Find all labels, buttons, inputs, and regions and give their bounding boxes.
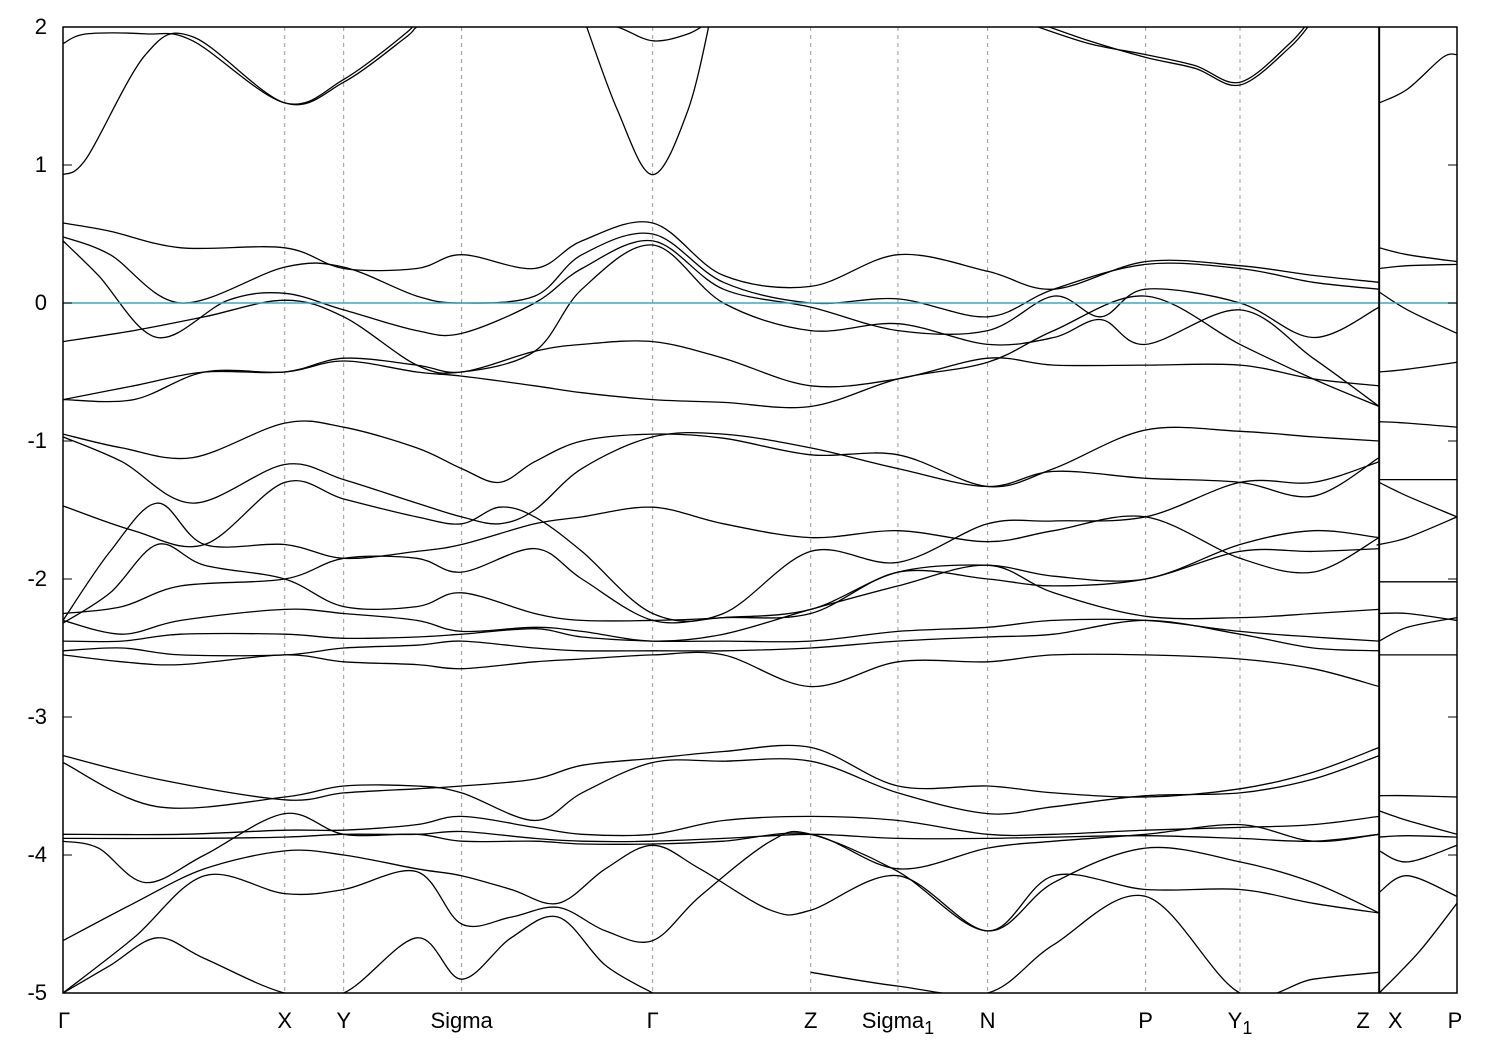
y-axis-ticks: 2 1 0 -1 -2 -3 -4 -5 bbox=[27, 14, 1457, 1005]
band-line bbox=[1376, 516, 1457, 546]
x-tick-label: Z bbox=[804, 1008, 817, 1033]
band-line bbox=[63, 431, 1380, 525]
band-line bbox=[614, 27, 703, 42]
x-tick-label: Y bbox=[336, 1008, 351, 1033]
band-line bbox=[63, 844, 1380, 942]
band-line bbox=[1378, 291, 1457, 334]
y-tick-label: 0 bbox=[35, 290, 47, 315]
band-line bbox=[1379, 612, 1457, 622]
band-line bbox=[63, 564, 1380, 642]
x-tick-label: Γ bbox=[58, 1008, 70, 1033]
x-tick-label: Γ bbox=[647, 1008, 659, 1033]
band-line bbox=[63, 619, 1380, 657]
band-line bbox=[63, 651, 1380, 688]
y-tick-label: -4 bbox=[27, 842, 47, 867]
band-line bbox=[63, 420, 1380, 488]
band-line bbox=[63, 618, 1380, 643]
band-line bbox=[63, 915, 654, 993]
x-tick-label: Z bbox=[1356, 1008, 1369, 1033]
band-line bbox=[63, 744, 1380, 801]
band-line bbox=[1379, 421, 1457, 428]
x-tick-label: P bbox=[1138, 1008, 1153, 1033]
band-line bbox=[1378, 844, 1457, 863]
y-tick-label: 2 bbox=[35, 14, 47, 39]
y-tick-label: -3 bbox=[27, 704, 47, 729]
plot-frame bbox=[62, 26, 1458, 994]
band-line bbox=[63, 502, 1380, 621]
x-tick-label: X bbox=[277, 1008, 292, 1033]
x-tick-label: Sigma bbox=[430, 1008, 493, 1033]
band-line bbox=[63, 232, 1380, 318]
band-line bbox=[63, 812, 1380, 884]
x-tick-label: P bbox=[1448, 1008, 1463, 1033]
band-line bbox=[1378, 810, 1457, 835]
y-tick-label: 1 bbox=[35, 152, 47, 177]
band-line bbox=[63, 239, 1380, 339]
band-line bbox=[810, 894, 1380, 993]
band-line bbox=[63, 244, 1380, 408]
band-line bbox=[63, 27, 418, 176]
band-line bbox=[586, 27, 710, 176]
x-axis-ticks: Γ X Y Sigma Γ Z Sigma1 N P Y1 Z X P bbox=[58, 1008, 1462, 1038]
band-line bbox=[1379, 794, 1457, 798]
band-line bbox=[1047, 27, 1309, 87]
x-tick-label: Y1 bbox=[1228, 1008, 1253, 1038]
band-line bbox=[1378, 616, 1457, 642]
band-line bbox=[1378, 53, 1457, 104]
high-symmetry-gridlines bbox=[284, 27, 1380, 993]
x-tick-label: N bbox=[980, 1008, 996, 1033]
band-line bbox=[63, 830, 1380, 993]
y-tick-label: -1 bbox=[27, 428, 47, 453]
band-line bbox=[1378, 875, 1457, 898]
band-line bbox=[63, 27, 414, 105]
band-line bbox=[1036, 27, 1306, 84]
band-line bbox=[63, 295, 1380, 409]
y-tick-label: -2 bbox=[27, 566, 47, 591]
band-line bbox=[63, 340, 1380, 401]
band-line bbox=[1379, 835, 1457, 838]
band-line bbox=[1378, 481, 1457, 518]
band-line bbox=[1378, 902, 1457, 993]
y-tick-label: -5 bbox=[27, 980, 47, 1005]
band-line bbox=[1379, 247, 1457, 263]
band-line bbox=[63, 547, 1380, 624]
band-line bbox=[1379, 361, 1457, 373]
band-line bbox=[63, 461, 1380, 622]
x-tick-label: Sigma1 bbox=[862, 1008, 934, 1038]
band-line bbox=[1379, 263, 1457, 270]
band-line bbox=[63, 221, 1380, 290]
x-tick-label: X bbox=[1388, 1008, 1403, 1033]
band-lines bbox=[63, 27, 1457, 993]
band-line bbox=[63, 815, 1380, 837]
band-line bbox=[63, 754, 1380, 822]
band-line bbox=[63, 830, 1380, 843]
